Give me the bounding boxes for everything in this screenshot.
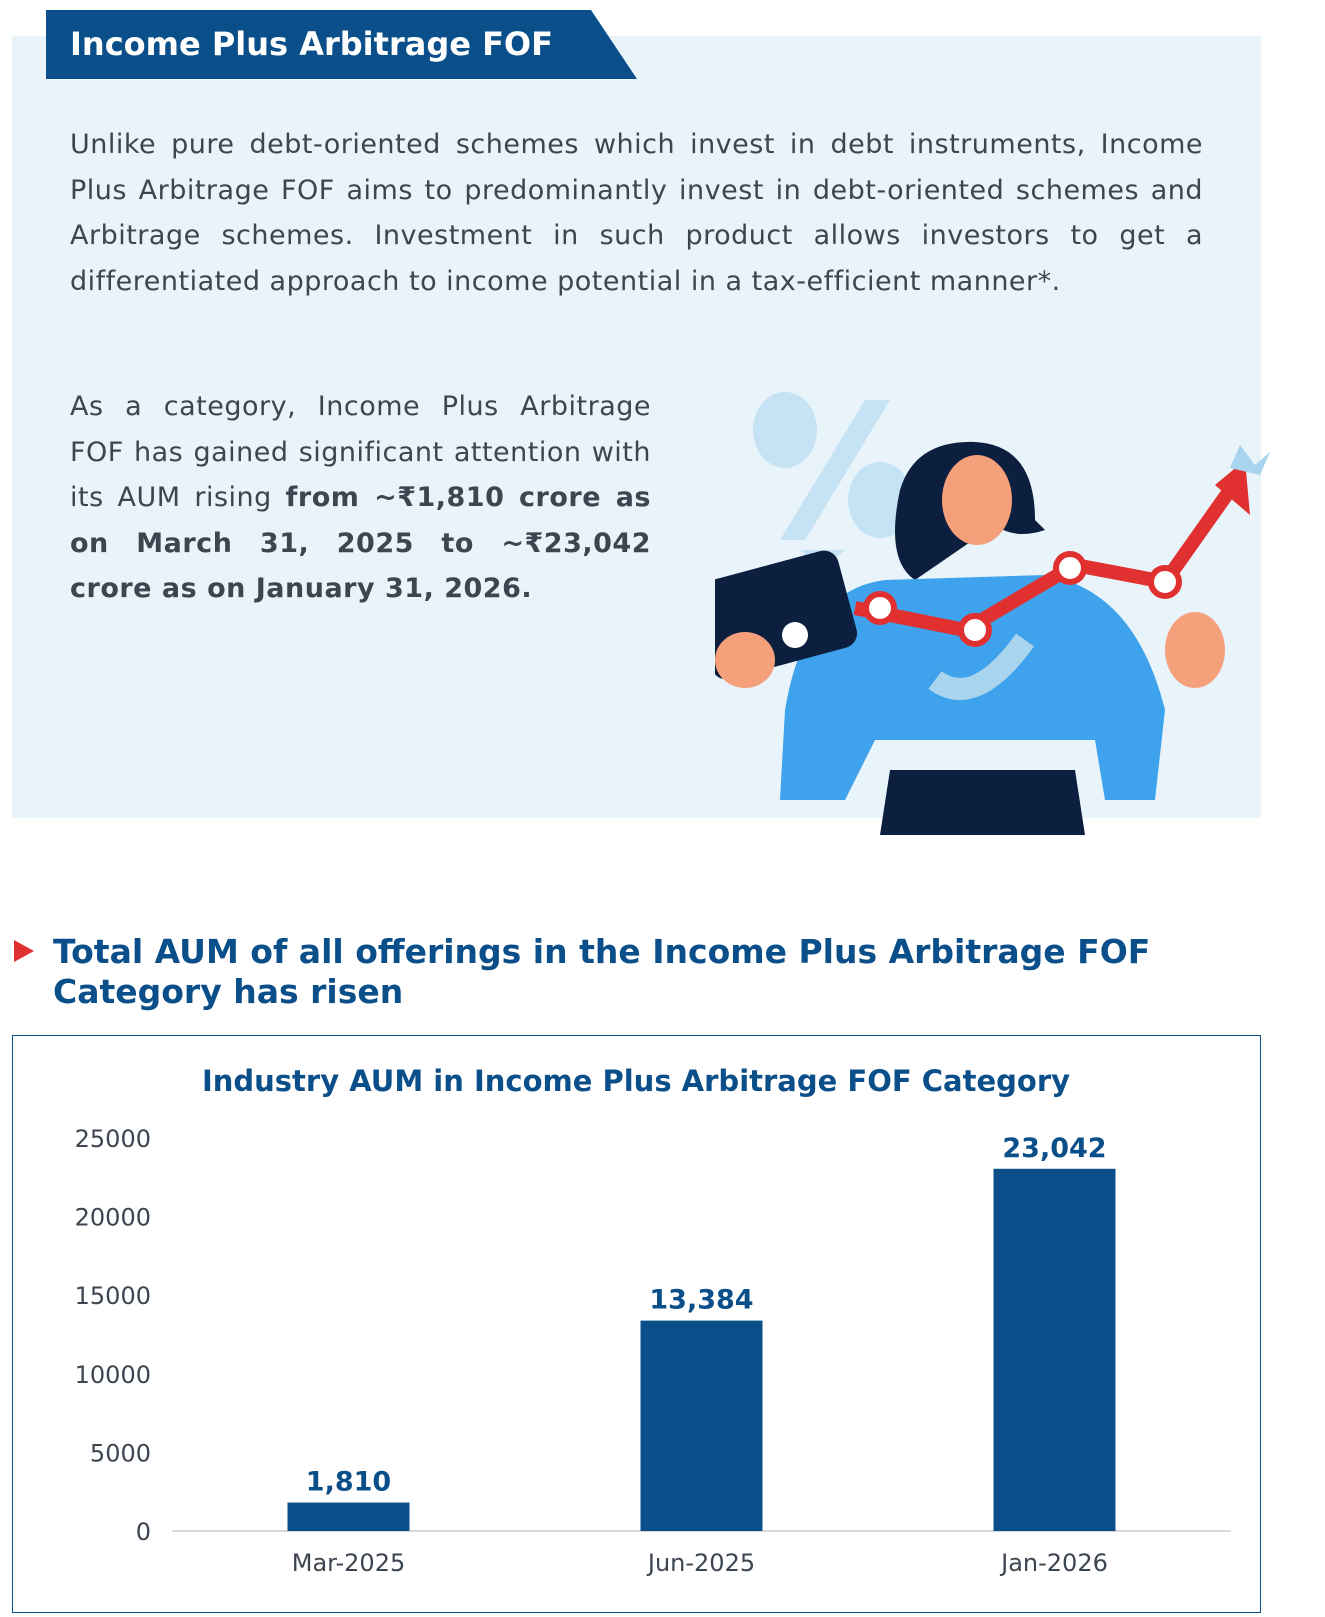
aum-paragraph-highlight: from ~₹1,810 crore as on March 31, 2025 …: [70, 482, 651, 604]
y-tick-label: 20000: [75, 1204, 151, 1232]
section-heading: Total AUM of all offerings in the Income…: [53, 932, 1151, 1011]
aum-paragraph: As a category, Income Plus Arbitrage FOF…: [70, 384, 651, 612]
data-label: 13,384: [649, 1285, 753, 1316]
red-triangle-bullet-icon: [14, 940, 34, 962]
y-tick-label: 5000: [90, 1439, 151, 1467]
banner-title: Income Plus Arbitrage FOF: [70, 25, 553, 63]
x-tick-label: Mar-2025: [292, 1549, 405, 1577]
aum-bar-chart: Industry AUM in Income Plus Arbitrage FO…: [12, 1035, 1261, 1613]
bar-jan-2026: [993, 1168, 1116, 1531]
y-tick-label: 25000: [75, 1125, 151, 1153]
y-tick-label: 0: [136, 1518, 151, 1546]
intro-paragraph: Unlike pure debt-oriented schemes which …: [70, 129, 1203, 297]
data-label: 1,810: [306, 1467, 391, 1498]
woman-with-laptop-growth-illustration: [715, 392, 1270, 835]
data-label: 23,042: [1002, 1133, 1106, 1164]
y-tick-label: 15000: [75, 1282, 151, 1310]
chart-title: Industry AUM in Income Plus Arbitrage FO…: [202, 1064, 1070, 1098]
percent-icon: [753, 392, 912, 570]
bar-jun-2025: [640, 1320, 763, 1531]
y-tick-label: 10000: [75, 1361, 151, 1389]
banner-shape: [46, 10, 637, 79]
aum-paragraph-text: As a category, Income Plus Arbitrage FOF…: [70, 391, 651, 513]
title-banner: Income Plus Arbitrage FOF: [46, 10, 637, 79]
x-tick-label: Jan-2026: [999, 1549, 1108, 1577]
x-tick-label: Jun-2025: [646, 1549, 755, 1577]
bar-mar-2025: [287, 1502, 410, 1531]
chart-canvas: Industry AUM in Income Plus Arbitrage FO…: [75, 1064, 1231, 1577]
